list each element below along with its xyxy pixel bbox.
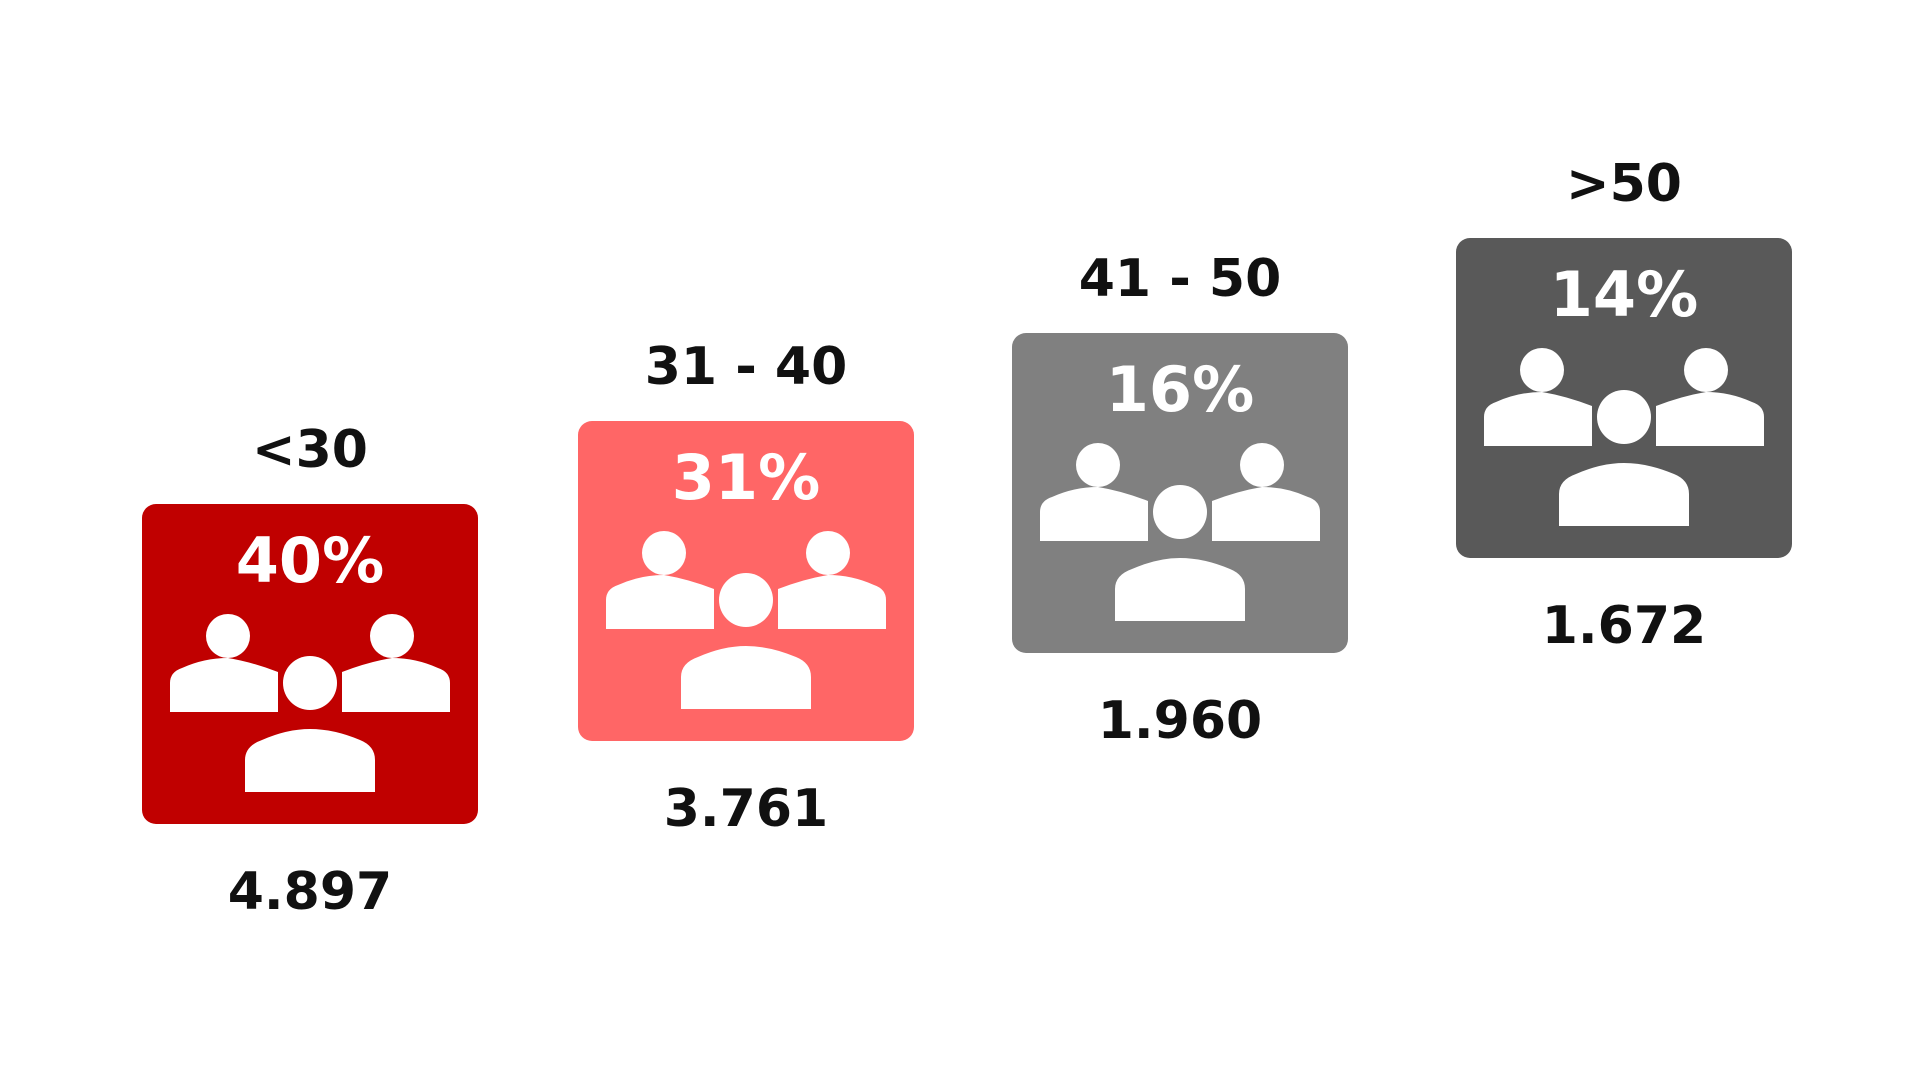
people-group-icon [170, 614, 450, 792]
percentage-label: 16% [1105, 353, 1255, 426]
people-group-icon [1484, 348, 1764, 526]
age-label: 31 - 40 [644, 337, 848, 397]
age-label: <30 [252, 420, 368, 480]
count-label: 1.672 [1541, 596, 1707, 656]
people-group-icon [606, 531, 886, 709]
percentage-label: 31% [671, 441, 821, 514]
age-card: 31% [578, 421, 914, 741]
age-label: >50 [1566, 154, 1682, 214]
count-label: 4.897 [227, 862, 393, 922]
age-card: 14% [1456, 238, 1792, 558]
age-card: 40% [142, 504, 478, 824]
people-group-icon [1040, 443, 1320, 621]
count-label: 1.960 [1097, 691, 1263, 751]
percentage-label: 14% [1549, 258, 1699, 331]
age-card: 16% [1012, 333, 1348, 653]
age-label: 41 - 50 [1078, 249, 1282, 309]
count-label: 3.761 [663, 779, 829, 839]
percentage-label: 40% [235, 524, 385, 597]
